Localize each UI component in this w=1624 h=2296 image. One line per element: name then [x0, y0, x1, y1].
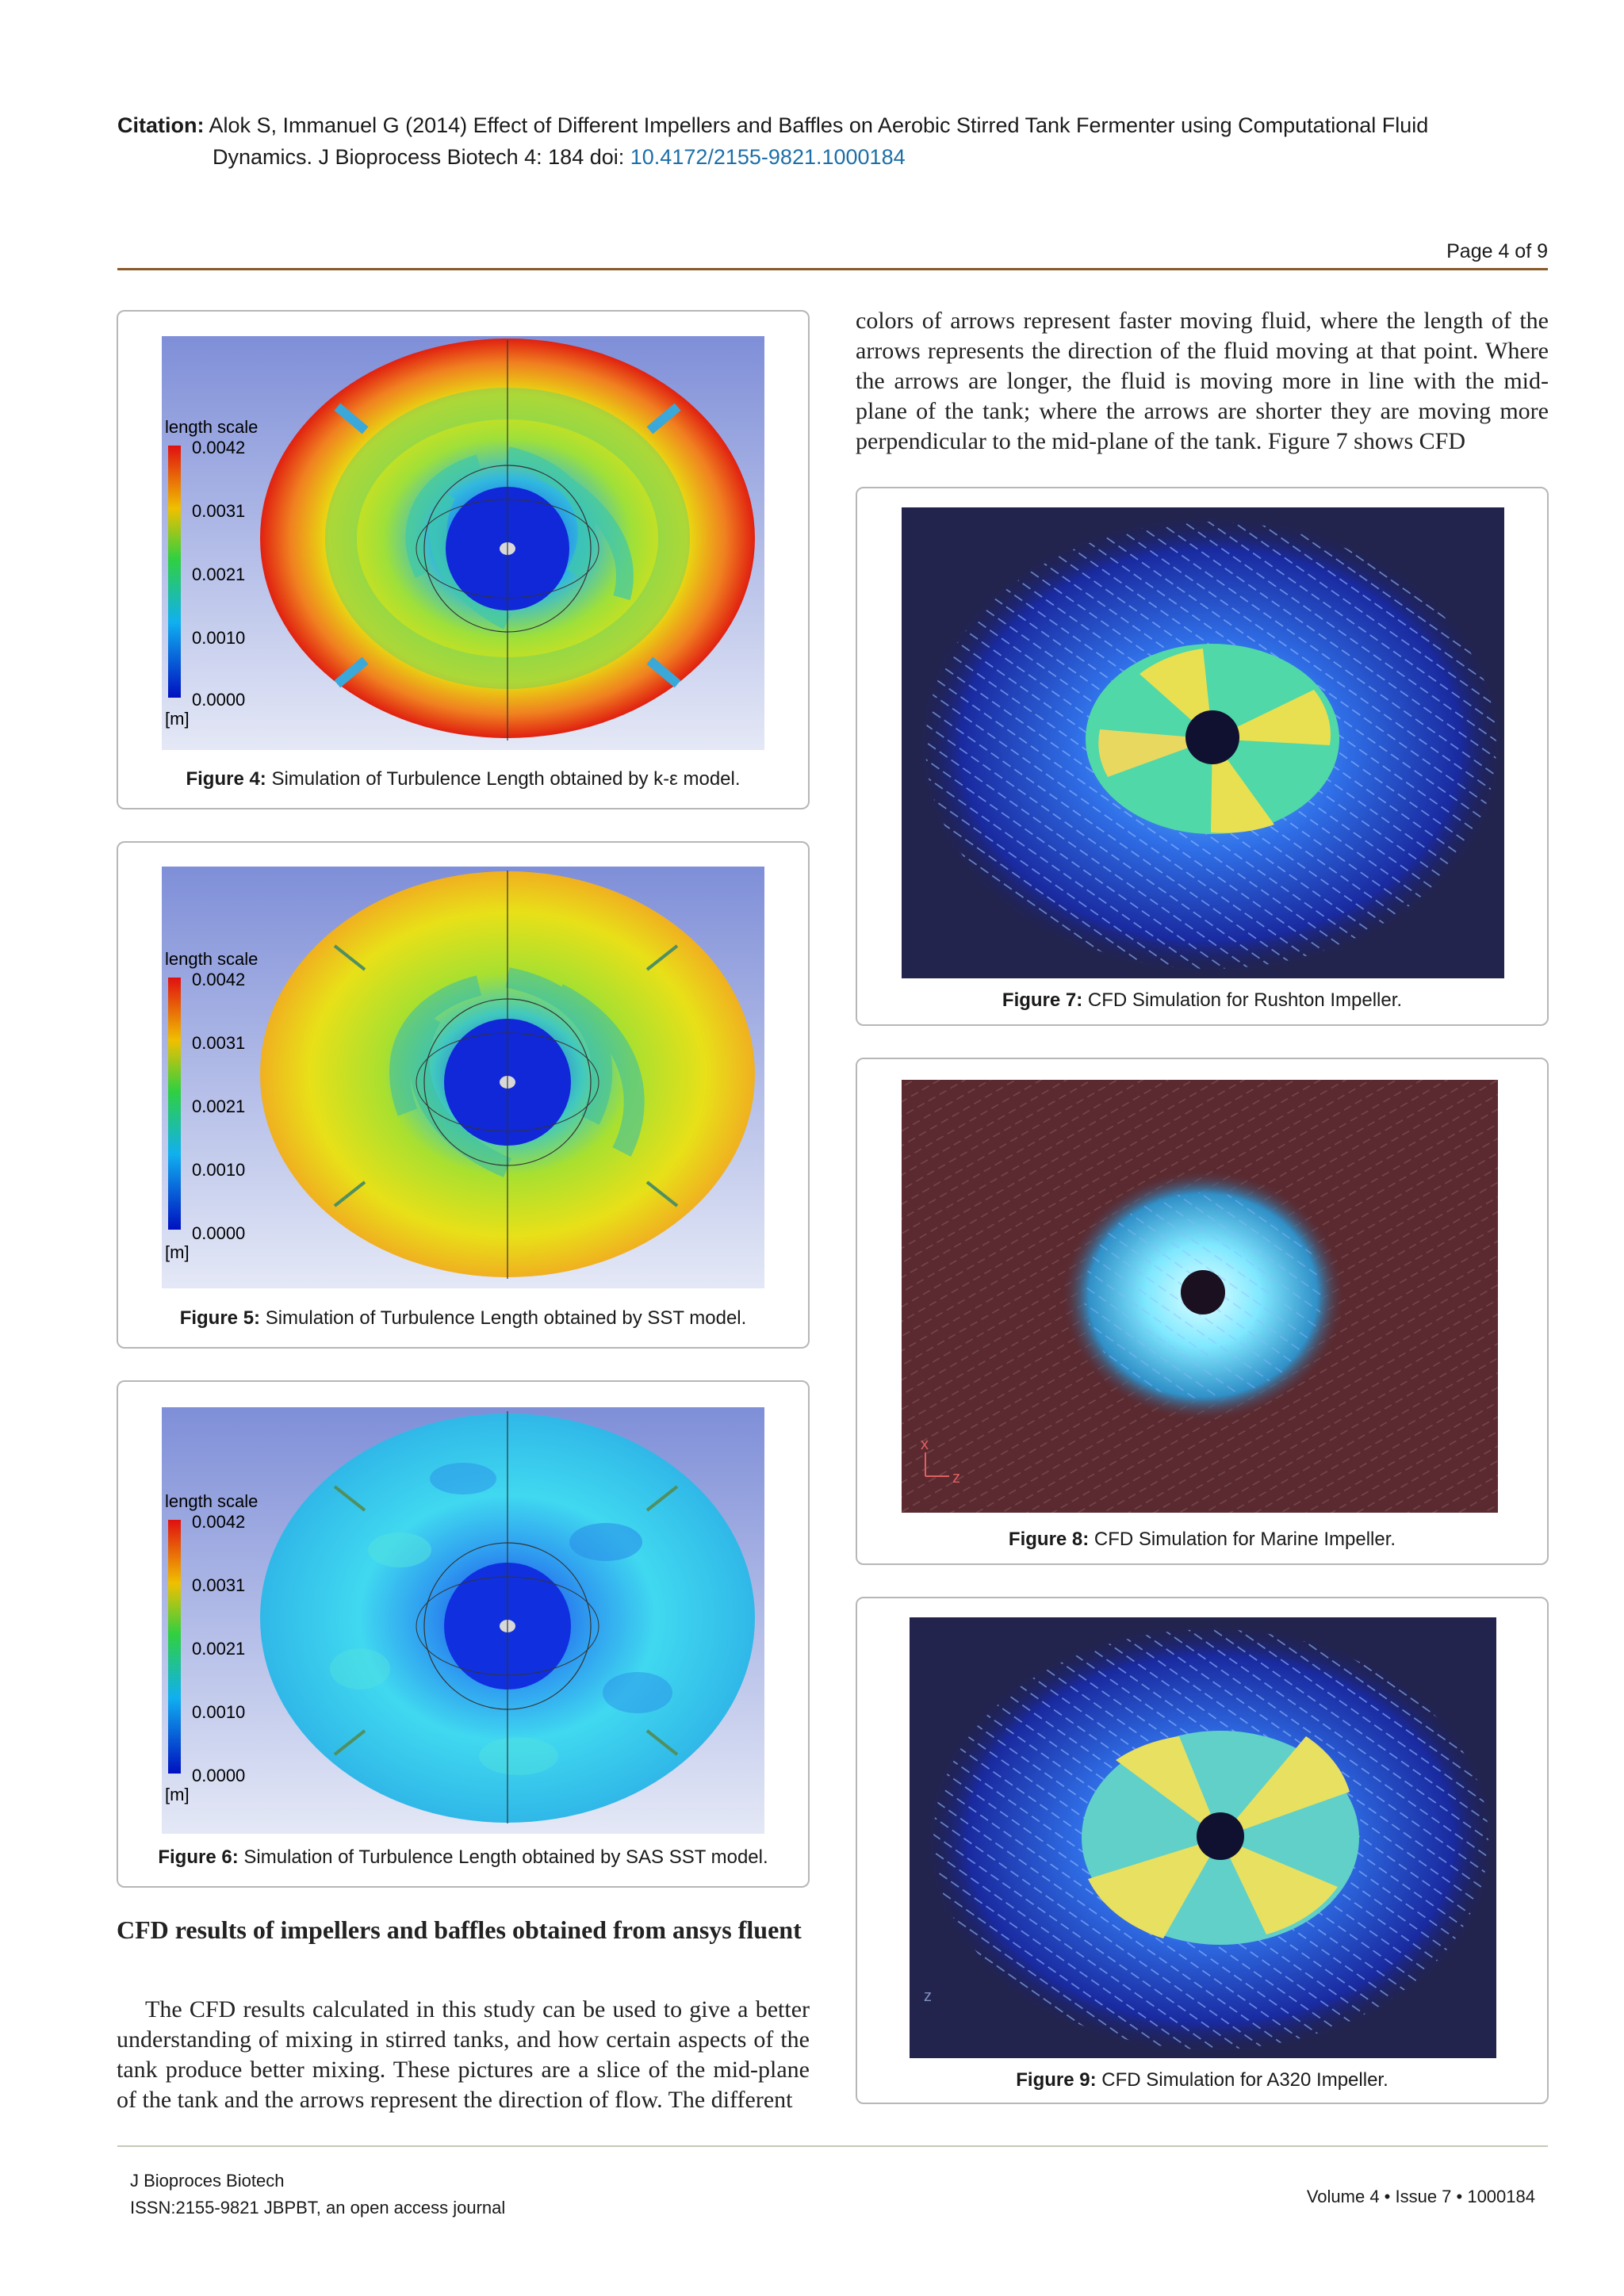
colorbar-tick: 0.0000	[192, 1766, 245, 1785]
citation-label: Citation:	[117, 113, 205, 137]
colorbar-tick: 0.0042	[192, 438, 245, 457]
colorbar-tick: 0.0031	[192, 1033, 245, 1053]
colorbar-tick: 0.0010	[192, 1702, 245, 1722]
journal-name: J Bioproces Biotech	[130, 2171, 285, 2191]
body-paragraph-right: colors of arrows represent faster moving…	[856, 308, 1549, 454]
colorbar-tick: 0.0042	[192, 1512, 245, 1532]
citation-text-2: Dynamics. J Bioprocess Biotech 4: 184 do…	[213, 145, 630, 169]
citation: Citation: Alok S, Immanuel G (2014) Effe…	[117, 109, 1548, 173]
figure-7-image	[902, 507, 1504, 978]
figure-8: x z Figure 8: CFD Simulation for Marine …	[856, 1058, 1549, 1565]
colorbar	[168, 978, 181, 1230]
colorbar-unit: [m]	[165, 1242, 190, 1262]
figure-5: length scale 0.0042 0.0031 0.0021 0.0010…	[117, 841, 810, 1349]
figure-9-image: z	[910, 1617, 1496, 2058]
colorbar-tick: 0.0000	[192, 1223, 245, 1243]
figure-8-image: x z	[902, 1080, 1498, 1513]
axis-z-label: z	[924, 1988, 932, 2005]
colorbar-tick: 0.0021	[192, 1639, 245, 1659]
colorbar-tick: 0.0010	[192, 1160, 245, 1180]
figure-4: length scale 0.0042 0.0031 0.0021 0.0010…	[117, 310, 810, 809]
figure-6: length scale 0.0042 0.0031 0.0021 0.0010…	[117, 1380, 810, 1888]
colorbar-unit: [m]	[165, 1785, 190, 1804]
colorbar-tick: 0.0021	[192, 564, 245, 584]
colorbar-unit: [m]	[165, 709, 190, 729]
figure-9-caption: Figure 9: CFD Simulation for A320 Impell…	[1016, 2069, 1388, 2091]
figure-6-caption: Figure 6: Simulation of Turbulence Lengt…	[158, 1846, 768, 1868]
header-rule	[117, 268, 1548, 270]
doi-link[interactable]: 10.4172/2155-9821.1000184	[630, 145, 906, 169]
footer-rule	[117, 2145, 1548, 2147]
page-number: Page 4 of 9	[1446, 240, 1548, 262]
footer-volume: Volume 4 • Issue 7 • 1000184	[1306, 2187, 1535, 2206]
colorbar-tick: 0.0010	[192, 628, 245, 648]
colorbar	[168, 1520, 181, 1774]
body-paragraph-left: The CFD results calculated in this study…	[117, 1996, 810, 2113]
figure-4-image: length scale 0.0042 0.0031 0.0021 0.0010…	[162, 336, 764, 750]
figure-8-caption: Figure 8: CFD Simulation for Marine Impe…	[1008, 1529, 1396, 1550]
figure-4-caption: Figure 4: Simulation of Turbulence Lengt…	[186, 768, 741, 790]
colorbar-title: length scale	[165, 949, 258, 969]
colorbar-tick: 0.0042	[192, 970, 245, 989]
figure-6-image: length scale 0.0042 0.0031 0.0021 0.0010…	[162, 1407, 764, 1834]
figure-5-caption: Figure 5: Simulation of Turbulence Lengt…	[179, 1307, 747, 1329]
citation-text-1: Alok S, Immanuel G (2014) Effect of Diff…	[209, 113, 1429, 137]
colorbar-title: length scale	[165, 1491, 258, 1511]
colorbar-tick: 0.0031	[192, 1575, 245, 1595]
axis-x-label: x	[921, 1436, 929, 1453]
figure-7-caption: Figure 7: CFD Simulation for Rushton Imp…	[1002, 989, 1403, 1011]
colorbar-title: length scale	[165, 417, 258, 437]
colorbar-tick: 0.0031	[192, 501, 245, 521]
section-title: CFD results of impellers and baffles obt…	[117, 1915, 802, 1944]
colorbar-tick: 0.0000	[192, 690, 245, 710]
figure-9: z Figure 9: CFD Simulation for A320 Impe…	[856, 1597, 1549, 2104]
colorbar-tick: 0.0021	[192, 1096, 245, 1116]
axis-z-label: z	[952, 1469, 960, 1487]
footer-journal: J Bioproces Biotech ISSN:2155-9821 JBPBT…	[130, 2168, 505, 2221]
journal-issn: ISSN:2155-9821 JBPBT, an open access jou…	[130, 2198, 506, 2218]
figure-5-image: length scale 0.0042 0.0031 0.0021 0.0010…	[162, 867, 764, 1288]
figure-7: Figure 7: CFD Simulation for Rushton Imp…	[856, 487, 1549, 1026]
colorbar	[168, 446, 181, 698]
